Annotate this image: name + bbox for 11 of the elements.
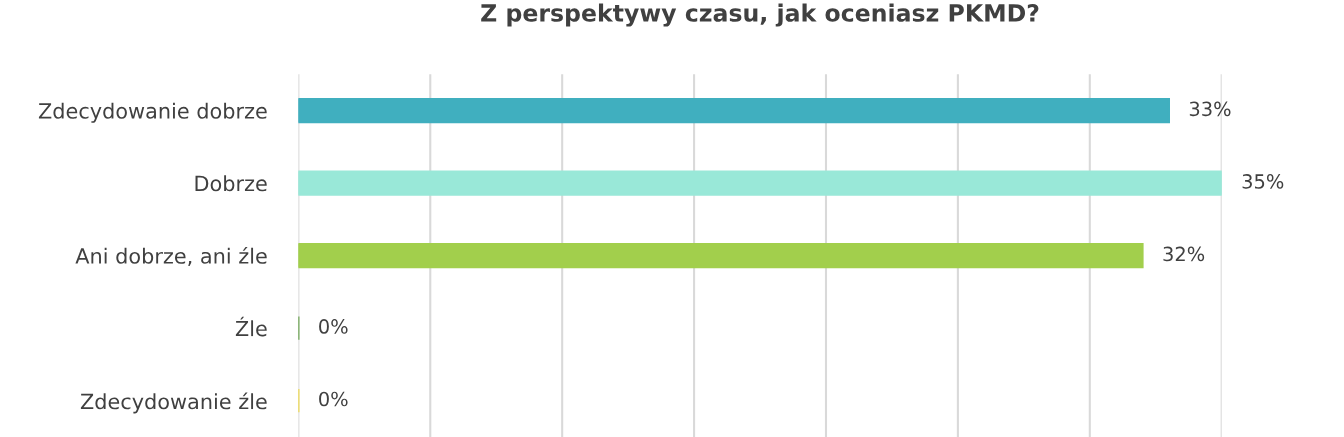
- y-tick-label: Zdecydowanie dobrze: [38, 102, 267, 123]
- chart-title: Z perspektywy czasu, jak oceniasz PKMD?: [481, 3, 1039, 27]
- data-label: 33%: [1189, 101, 1231, 117]
- data-label: 35%: [1242, 174, 1284, 189]
- y-tick-label: Ani dobrze, ani źle: [75, 246, 267, 266]
- data-label: 0%: [319, 391, 348, 407]
- y-tick-label: Źle: [235, 316, 267, 337]
- data-label: 32%: [1163, 246, 1205, 262]
- data-label: 0%: [319, 319, 348, 334]
- y-tick-label: Zdecydowanie źle: [80, 392, 267, 414]
- y-tick-label: Dobrze: [195, 175, 267, 192]
